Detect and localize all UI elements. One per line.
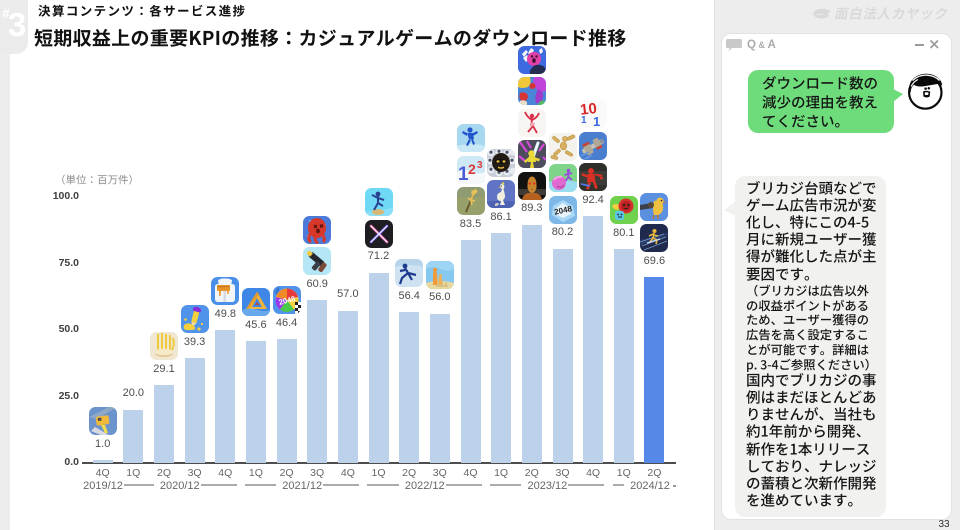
svg-text:2: 2 [468,161,476,177]
svg-text:1: 1 [593,114,600,129]
svg-text:2048: 2048 [553,204,573,217]
svg-text:2048: 2048 [278,294,296,307]
svg-text:1: 1 [458,164,469,185]
svg-text:1: 1 [581,115,587,126]
svg-text:3: 3 [477,160,483,171]
svg-text:10: 10 [579,100,597,119]
